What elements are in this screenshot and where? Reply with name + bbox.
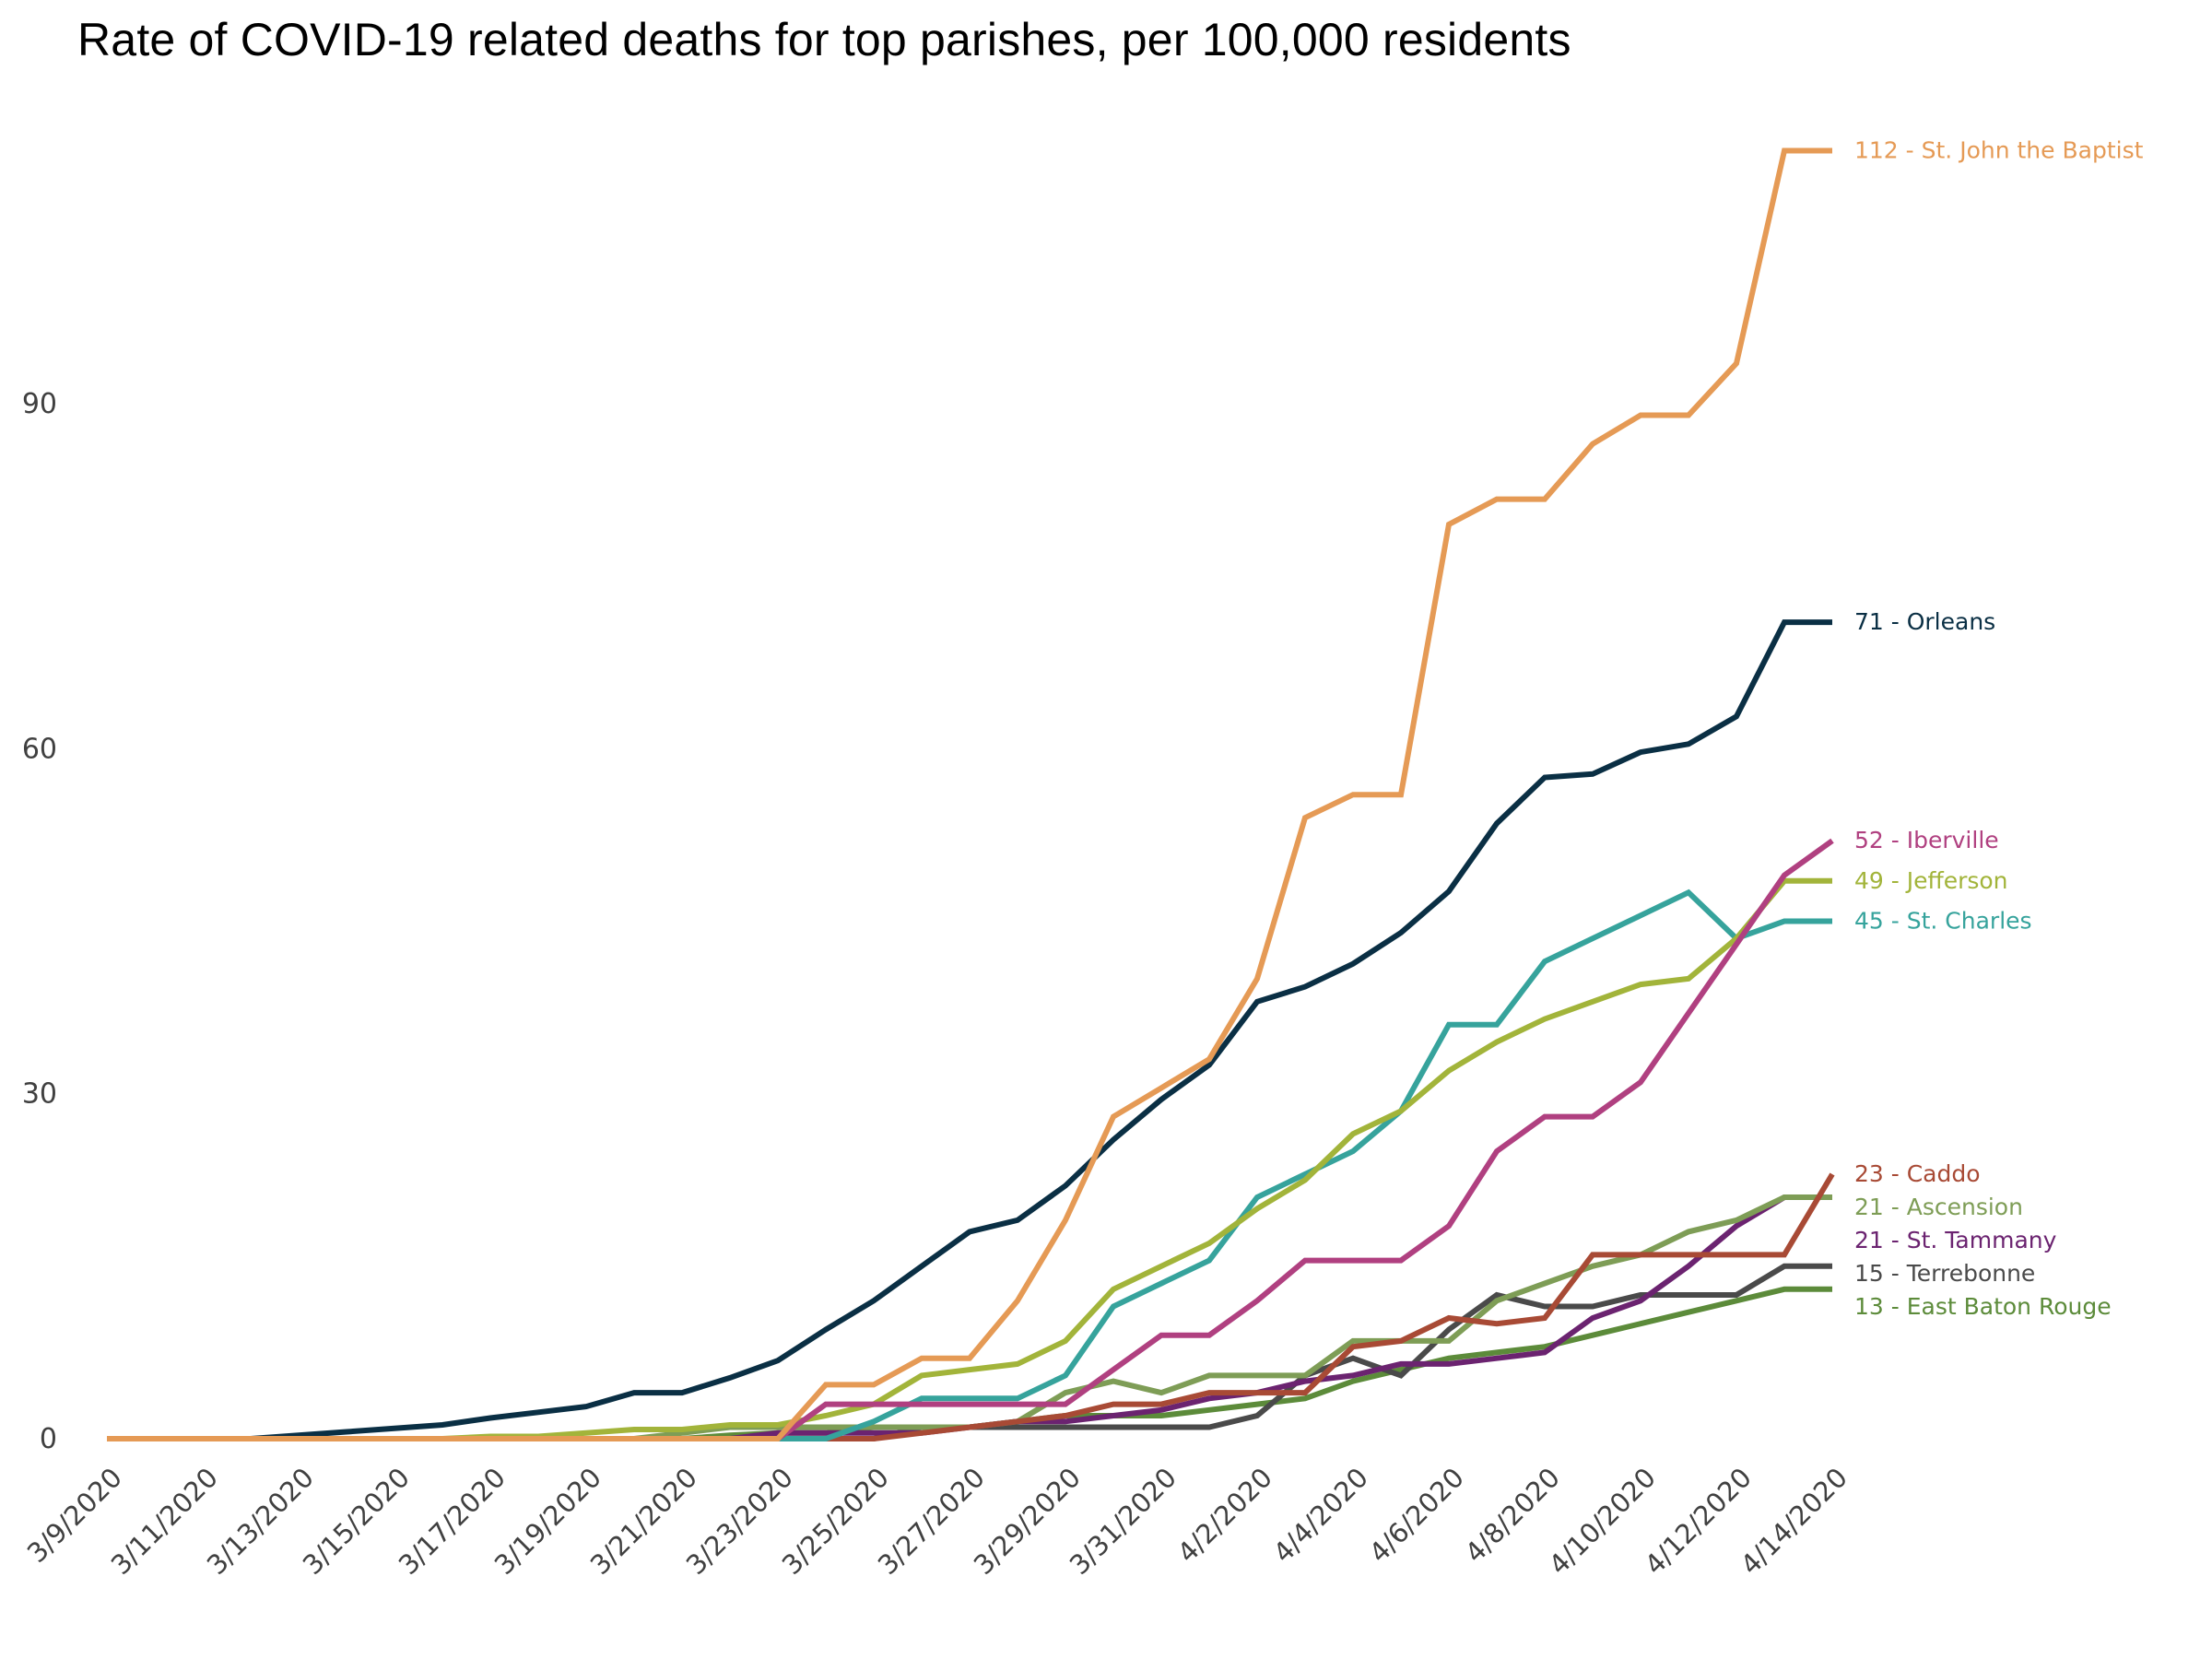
end-label-orleans: 71 - Orleans (1854, 608, 1995, 635)
end-label-terrebonne: 15 - Terrebonne (1854, 1260, 2035, 1287)
y-tick-label: 30 (22, 1078, 57, 1111)
end-label-st-john-the-baptist: 112 - St. John the Baptist (1854, 136, 2144, 163)
series-line-st-john-the-baptist (107, 147, 1832, 1441)
x-tick-label: 4/6/2020 (1363, 1462, 1470, 1569)
y-tick-label: 60 (22, 733, 57, 765)
series-line-terrebonne (107, 1263, 1832, 1441)
y-axis-ticks: 0 30 60 90 (22, 388, 57, 1455)
end-label-st-tammany: 21 - St. Tammany (1854, 1227, 2057, 1253)
x-tick-label: 4/4/2020 (1267, 1462, 1374, 1569)
end-label-st-charles: 45 - St. Charles (1854, 908, 2032, 935)
series-line-orleans (107, 619, 1832, 1441)
end-label-caddo: 23 - Caddo (1854, 1160, 1981, 1187)
end-label-iberville: 52 - Iberville (1854, 827, 1999, 853)
series-line-iberville (107, 838, 1834, 1441)
end-label-ascension: 21 - Ascension (1854, 1194, 2023, 1220)
end-label-east-baton-rouge: 13 - East Baton Rouge (1854, 1293, 2112, 1320)
series-line-east-baton-rouge (107, 1286, 1832, 1441)
chart-title: Rate of COVID-19 related deaths for top … (77, 14, 1571, 65)
x-tick-label: 4/2/2020 (1171, 1462, 1278, 1569)
x-axis-ticks: 3/9/20203/11/20203/13/20203/15/20203/17/… (21, 1462, 1853, 1581)
end-label-jefferson: 49 - Jefferson (1854, 867, 2008, 894)
y-tick-label: 0 (40, 1423, 57, 1455)
y-tick-label: 90 (22, 388, 57, 420)
end-labels: 112 - St. John the Baptist 71 - Orleans 52… (1854, 136, 2144, 1320)
series-lines (107, 147, 1835, 1441)
